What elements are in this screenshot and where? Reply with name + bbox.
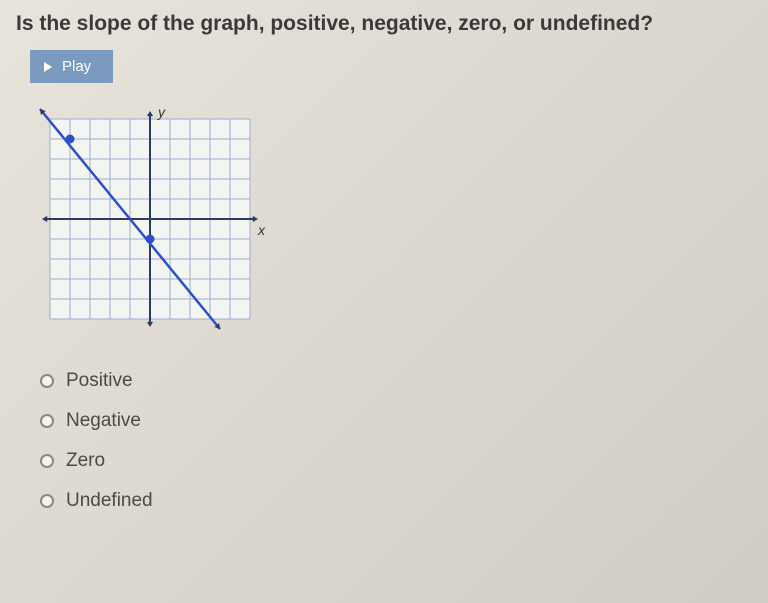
- play-icon: [44, 62, 52, 72]
- option-negative[interactable]: Negative: [40, 410, 752, 432]
- option-zero[interactable]: Zero: [40, 450, 752, 472]
- radio-icon: [40, 414, 54, 428]
- options-list: Positive Negative Zero Undefined: [40, 370, 752, 512]
- radio-icon: [40, 494, 54, 508]
- option-undefined[interactable]: Undefined: [40, 490, 752, 512]
- radio-icon: [40, 454, 54, 468]
- radio-icon: [40, 374, 54, 388]
- svg-text:y: y: [157, 104, 166, 120]
- option-label: Undefined: [66, 490, 153, 512]
- play-label: Play: [62, 58, 91, 75]
- graph-container: yx: [32, 101, 292, 342]
- play-button[interactable]: Play: [30, 50, 113, 83]
- slope-graph: yx: [32, 101, 268, 337]
- question-text: Is the slope of the graph, positive, neg…: [16, 12, 752, 36]
- option-positive[interactable]: Positive: [40, 370, 752, 392]
- svg-text:x: x: [257, 222, 266, 238]
- option-label: Zero: [66, 450, 105, 472]
- option-label: Positive: [66, 370, 133, 392]
- option-label: Negative: [66, 410, 141, 432]
